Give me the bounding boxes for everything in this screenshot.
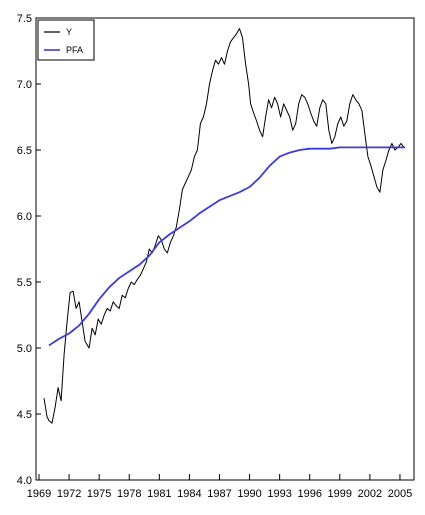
plot-frame	[35, 17, 415, 481]
x-tick-label: 1984	[177, 488, 201, 500]
x-tick-label: 1978	[117, 488, 141, 500]
series-line-y	[43, 28, 405, 424]
x-tick-label: 1972	[57, 488, 81, 500]
x-tick-label: 1993	[267, 488, 291, 500]
x-tick-label: 1999	[328, 488, 352, 500]
y-tick-label: 6.5	[17, 145, 32, 157]
x-tick-label: 1996	[297, 488, 321, 500]
legend-label-pfa: PFA	[66, 45, 83, 55]
x-tick-label: 1981	[147, 488, 171, 500]
y-tick-label: 5.5	[17, 277, 32, 289]
y-tick-label: 5.0	[17, 343, 32, 355]
x-tick-label: 1969	[27, 488, 51, 500]
x-tick-label: 1990	[237, 488, 261, 500]
legend-box	[37, 19, 95, 61]
y-tick-label: 4.5	[17, 409, 32, 421]
x-tick-label: 1987	[207, 488, 231, 500]
series-layer	[43, 28, 405, 424]
legend-label-y: Y	[66, 27, 72, 37]
legend: Y PFA	[37, 19, 95, 61]
series-line-pfa	[48, 146, 405, 347]
y-tick-label: 6.0	[17, 211, 32, 223]
y-axis-ticks: 4.0 4.5 5.0 5.5 6.0 6.5 7.0 7.5	[17, 13, 41, 487]
x-tick-label: 2002	[358, 488, 382, 500]
x-tick-label: 1975	[87, 488, 111, 500]
y-tick-label: 7.0	[17, 79, 32, 91]
x-axis-ticks: 1969 1972 1975 1978 1981 1984 1987 1990 1993 1996…	[27, 474, 412, 500]
x-tick-label: 2005	[388, 488, 412, 500]
y-tick-label: 7.5	[17, 13, 32, 25]
y-tick-label: 4.0	[17, 475, 32, 487]
